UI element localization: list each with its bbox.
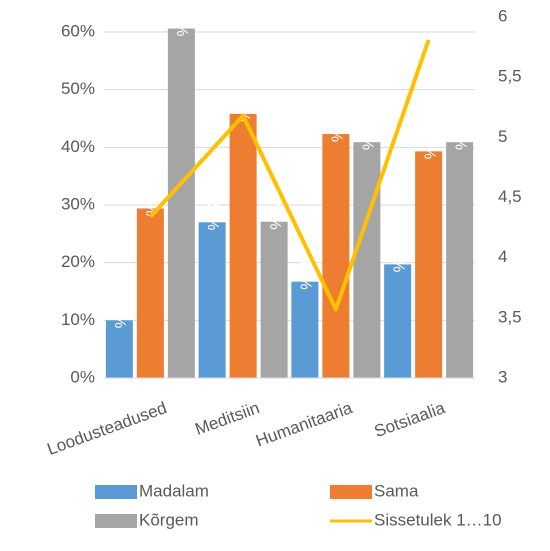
y-tick-label: 0%	[70, 367, 95, 386]
data-label: 46%	[235, 90, 252, 122]
data-label: 61%	[173, 5, 190, 37]
bar	[415, 151, 443, 378]
y-tick-label: 10%	[61, 310, 95, 329]
legend-swatch	[95, 485, 137, 499]
data-label: 27%	[266, 198, 283, 230]
y2-tick-label: 4,5	[498, 187, 522, 206]
y2-tick-label: 5	[498, 127, 507, 146]
legend-swatch	[330, 485, 372, 499]
line	[148, 39, 431, 312]
y2-tick-label: 4	[498, 247, 507, 266]
data-label: 39%	[420, 127, 437, 159]
data-label: 29%	[142, 184, 159, 216]
bar	[291, 281, 319, 378]
bar	[167, 28, 195, 378]
bar	[198, 222, 226, 378]
data-label: 17%	[297, 258, 314, 290]
legend-label: Sama	[374, 481, 419, 500]
data-label: 41%	[359, 118, 376, 150]
y-tick-label: 50%	[61, 79, 95, 98]
x-tick-label: Loodusteadused	[45, 398, 170, 459]
data-label: 10%	[111, 296, 128, 328]
y-tick-label: 30%	[61, 194, 95, 213]
y-tick-label: 60%	[61, 21, 95, 40]
y2-tick-label: 6	[498, 6, 507, 25]
bar	[446, 142, 474, 378]
bar	[322, 134, 350, 378]
data-label: 27%	[204, 198, 221, 230]
y2-tick-label: 3,5	[498, 307, 522, 326]
y-tick-label: 40%	[61, 137, 95, 156]
bar	[229, 113, 257, 379]
legend-swatch	[95, 514, 137, 528]
bar	[105, 320, 133, 378]
y-tick-label: 20%	[61, 252, 95, 271]
x-tick-label: Meditsiin	[192, 398, 262, 439]
x-tick-label: Sotsiaalia	[372, 398, 448, 441]
data-label: 20%	[389, 240, 406, 272]
x-tick-label: Humanitaaria	[253, 398, 355, 451]
data-label: 41%	[451, 118, 468, 150]
legend-label: Kõrgem	[139, 510, 199, 529]
data-label: 42%	[328, 110, 345, 142]
bar	[353, 142, 381, 378]
bar	[136, 208, 164, 378]
legend-label: Sissetulek 1…10	[374, 510, 502, 529]
legend-label: Madalam	[139, 481, 209, 500]
bar	[260, 221, 288, 378]
bar	[384, 264, 412, 378]
y2-tick-label: 3	[498, 367, 507, 386]
y2-tick-label: 5,5	[498, 67, 522, 86]
